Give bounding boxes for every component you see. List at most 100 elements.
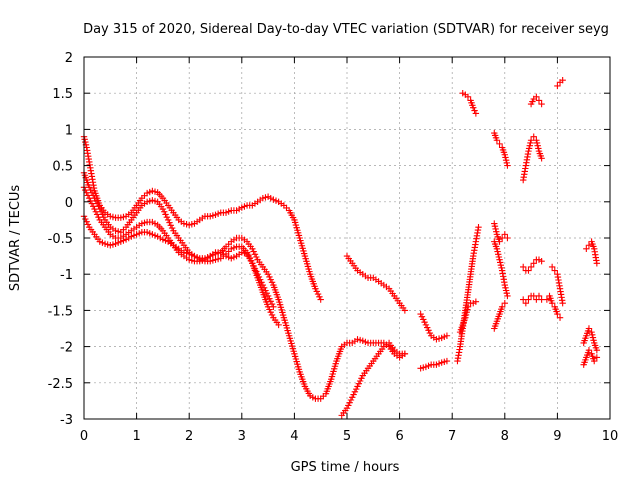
data-point [91,205,98,213]
data-point [162,211,169,218]
data-point [92,208,100,215]
data-point [590,337,597,344]
data-point [312,285,319,292]
x-tick-label: 3 [238,429,246,444]
series-arc24 [583,238,601,267]
data-point [530,260,537,267]
data-point [84,192,92,199]
data-point [82,186,89,194]
data-point [464,93,472,101]
data-point [82,138,89,146]
data-point [254,271,261,278]
data-point [250,248,257,255]
data-point [159,205,167,213]
data-point [354,383,361,390]
data-point [351,388,359,396]
data-point [257,276,264,283]
data-point [313,288,320,295]
data-point [247,257,255,264]
data-point [425,327,432,334]
data-point [417,310,424,318]
data-point [491,223,499,230]
data-point [266,295,273,302]
tick-labels: 0 1 2 3 4 5 6 7 8 9 10 -3 -2.5 -2 -1.5 -1 -0.5 0 0.5 1 1.5 2 [48,51,619,444]
y-tick-label: 1.5 [52,87,73,102]
data-point [504,292,511,300]
data-point [246,254,253,262]
data-point [472,298,480,305]
data-point [251,265,259,272]
data-point [267,276,274,283]
data-point [253,253,260,261]
x-tick-label: 8 [501,429,509,444]
data-point [496,140,503,148]
data-point [535,145,542,152]
data-point [345,402,352,409]
y-tick-label: 2 [65,51,73,66]
data-point [559,76,566,84]
data-point [250,262,257,270]
y-axis-label: SDTVAR / TECUs [8,185,23,292]
data-point [493,245,501,253]
data-point [346,399,353,406]
series-arc4 [80,213,277,310]
data-point [421,318,428,326]
data-point [585,242,593,249]
data-point [87,197,94,205]
data-point [264,271,272,278]
series-arc23 [554,76,566,90]
data-point [548,299,556,307]
data-point [554,82,561,90]
data-point [268,311,276,319]
data-point [554,310,561,318]
data-point [535,97,543,104]
x-tick-label: 5 [343,429,351,444]
x-tick-label: 7 [448,429,456,444]
series-arc16 [491,238,511,300]
series-arc19 [520,292,545,307]
x-tick-label: 9 [553,429,561,444]
series-arc9 [417,357,451,372]
data-point [84,221,92,228]
data-point [420,316,427,323]
data-point [492,225,499,233]
series-arc5 [343,252,409,314]
grid [84,57,610,419]
data-point [462,311,470,319]
y-tick-label: -1.5 [48,304,73,319]
data-series [80,76,601,419]
data-point [525,145,533,152]
data-point [401,307,409,314]
data-point [533,93,540,101]
series-arc26 [580,325,601,354]
data-point [258,279,265,286]
data-point [538,257,545,265]
data-point [534,142,541,149]
data-point [260,284,268,291]
data-point [593,347,601,354]
data-point [491,220,498,227]
data-point [263,290,270,297]
data-point [533,137,540,144]
chart-title: Day 315 of 2020, Sidereal Day-to-day VTE… [83,22,609,37]
data-point [443,332,451,339]
data-point [496,256,503,263]
data-point [520,263,527,271]
y-tick-label: -2 [60,341,73,356]
data-point [471,107,478,114]
data-point [259,281,267,289]
x-tick-label: 10 [602,429,619,444]
data-point [496,259,504,266]
data-point [556,314,564,321]
data-point [353,385,360,393]
series-arc21 [543,292,564,321]
y-tick-label: 1 [65,123,73,138]
data-point [350,391,357,398]
data-point [251,251,259,258]
data-point [264,292,272,300]
y-tick-label: -3 [60,413,73,428]
data-point [253,268,260,275]
data-point [266,306,273,313]
y-tick-label: -0.5 [48,232,73,247]
